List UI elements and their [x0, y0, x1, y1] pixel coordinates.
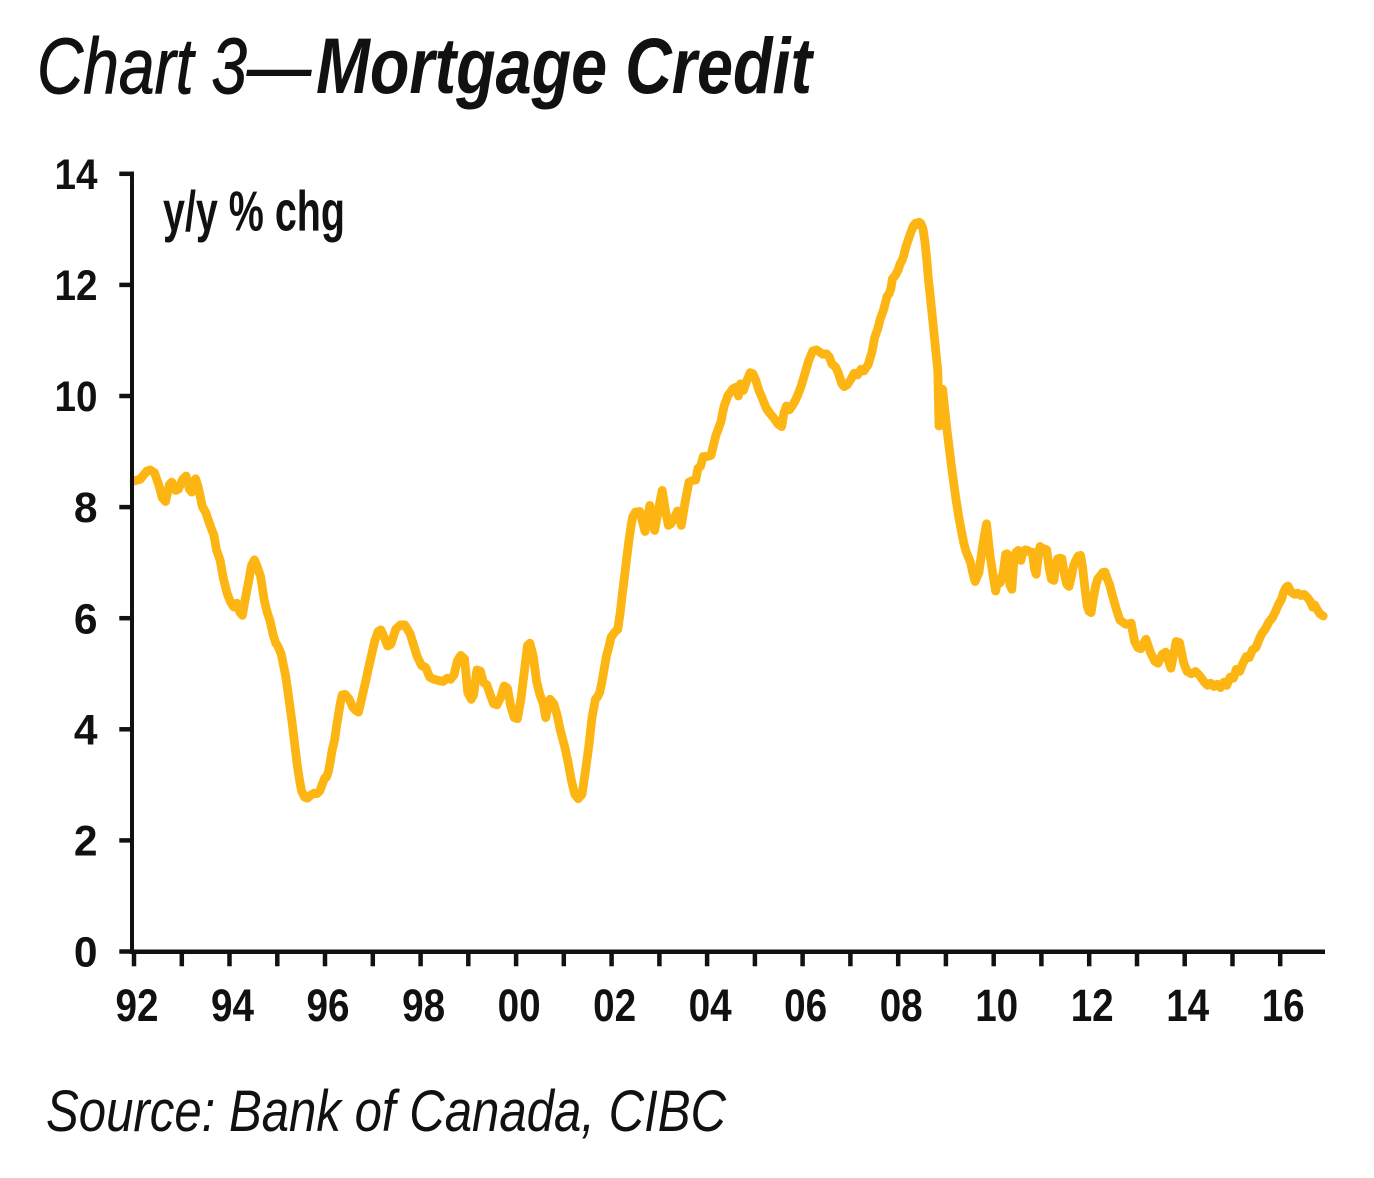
svg-text:14: 14 [55, 152, 98, 199]
svg-text:16: 16 [1262, 980, 1305, 1031]
svg-text:12: 12 [1071, 980, 1114, 1031]
svg-text:04: 04 [689, 980, 733, 1031]
svg-text:08: 08 [880, 980, 923, 1031]
svg-text:10: 10 [975, 980, 1018, 1031]
svg-text:12: 12 [55, 263, 98, 310]
svg-text:Chart 3—: Chart 3— [37, 21, 312, 110]
svg-text:4: 4 [74, 707, 98, 754]
svg-text:00: 00 [498, 980, 541, 1031]
svg-text:2: 2 [74, 819, 98, 866]
svg-text:98: 98 [402, 980, 445, 1031]
svg-text:06: 06 [784, 980, 827, 1031]
svg-text:96: 96 [307, 980, 350, 1031]
svg-text:0: 0 [74, 930, 98, 977]
svg-text:92: 92 [116, 980, 159, 1031]
svg-text:y/y % chg: y/y % chg [163, 180, 345, 243]
svg-text:8: 8 [74, 485, 98, 532]
svg-text:10: 10 [55, 374, 98, 421]
svg-text:Source: Bank of Canada, CIBC: Source: Bank of Canada, CIBC [46, 1079, 727, 1144]
svg-text:Mortgage Credit: Mortgage Credit [316, 21, 815, 110]
svg-text:02: 02 [593, 980, 636, 1031]
svg-text:6: 6 [74, 596, 98, 643]
svg-text:14: 14 [1166, 980, 1210, 1031]
svg-text:94: 94 [211, 980, 255, 1031]
